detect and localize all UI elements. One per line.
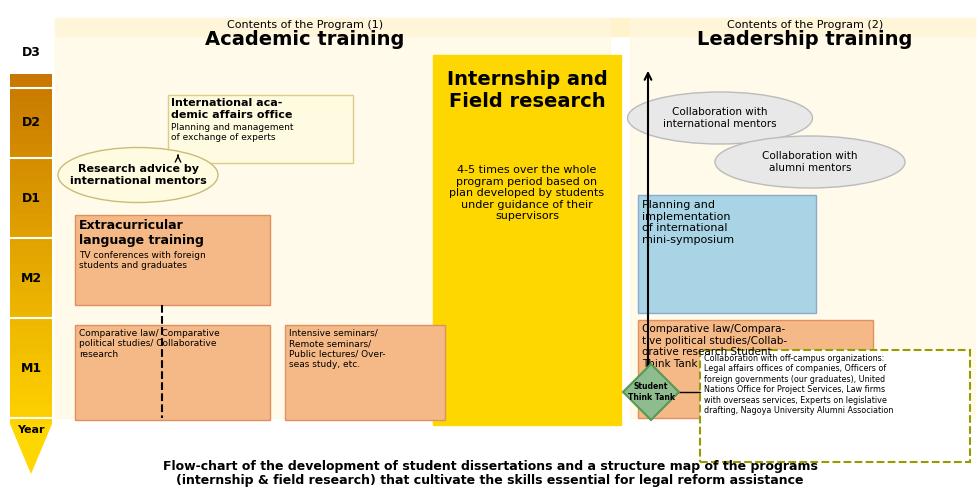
Bar	[10, 193, 52, 200]
Bar	[10, 221, 52, 228]
Bar	[10, 95, 52, 102]
Bar	[10, 353, 52, 361]
Text: Research advice by
international mentors: Research advice by international mentors	[70, 164, 207, 186]
Bar	[10, 178, 52, 186]
Text: Intensive seminars/
Remote seminars/
Public lectures/ Over-
seas study, etc.: Intensive seminars/ Remote seminars/ Pub…	[289, 329, 385, 369]
Bar	[10, 137, 52, 144]
FancyBboxPatch shape	[75, 215, 270, 305]
Bar	[10, 248, 52, 256]
Bar	[10, 164, 52, 172]
Bar	[10, 200, 52, 207]
Bar	[10, 241, 52, 249]
Bar	[10, 88, 52, 95]
FancyBboxPatch shape	[433, 55, 621, 425]
FancyBboxPatch shape	[638, 195, 816, 313]
Bar	[10, 130, 52, 137]
Bar	[10, 157, 52, 165]
Polygon shape	[623, 364, 679, 420]
Bar	[10, 151, 52, 158]
Bar	[10, 144, 52, 151]
Bar	[10, 256, 52, 263]
Text: International aca-
demic affairs office: International aca- demic affairs office	[171, 98, 292, 119]
FancyBboxPatch shape	[700, 350, 970, 462]
Bar	[10, 234, 52, 242]
Text: Flow-chart of the development of student dissertations and a structure map of th: Flow-chart of the development of student…	[163, 460, 817, 473]
Text: M2: M2	[21, 272, 41, 284]
Bar	[10, 367, 52, 375]
Text: Collaboration with
alumni mentors: Collaboration with alumni mentors	[762, 151, 858, 173]
Text: 4-5 times over the whole
program period based on
plan developed by students
unde: 4-5 times over the whole program period …	[450, 165, 605, 221]
Text: Academic training: Academic training	[206, 30, 405, 49]
FancyBboxPatch shape	[55, 18, 975, 36]
Bar	[10, 214, 52, 221]
Bar	[10, 81, 52, 88]
Text: M1: M1	[21, 361, 41, 374]
Bar	[10, 122, 52, 130]
Text: Collaboration with off-campus organizations:
Legal affairs offices of companies,: Collaboration with off-campus organizati…	[704, 354, 894, 415]
Bar	[10, 382, 52, 389]
Text: Extracurricular
language training: Extracurricular language training	[79, 219, 204, 247]
Bar	[10, 263, 52, 270]
Ellipse shape	[58, 148, 218, 203]
Bar	[10, 374, 52, 382]
Bar	[10, 101, 52, 109]
Bar	[10, 340, 52, 347]
Bar	[10, 360, 52, 368]
Bar	[10, 319, 52, 326]
Text: D3: D3	[22, 46, 40, 59]
Bar	[10, 297, 52, 305]
Bar	[10, 171, 52, 179]
Text: Contents of the Program (2): Contents of the Program (2)	[727, 20, 883, 30]
Bar	[10, 396, 52, 403]
Text: Planning and
implementation
of international
mini-symposium: Planning and implementation of internati…	[642, 200, 734, 245]
Text: Internship and
Field research: Internship and Field research	[447, 70, 608, 111]
Bar	[10, 74, 52, 81]
Bar	[10, 277, 52, 284]
FancyBboxPatch shape	[55, 18, 610, 418]
Text: (internship & field research) that cultivate the skills essential for legal refo: (internship & field research) that culti…	[176, 474, 804, 487]
Text: TV conferences with foreign
students and graduates: TV conferences with foreign students and…	[79, 251, 206, 271]
Bar	[10, 283, 52, 291]
Bar	[10, 311, 52, 319]
Bar	[10, 409, 52, 417]
Text: D1: D1	[22, 192, 40, 205]
Text: Comparative law/Compara-
tive political studies/Collab-
orative research Student: Comparative law/Compara- tive political …	[642, 324, 787, 369]
Bar	[10, 347, 52, 354]
Bar	[10, 207, 52, 214]
Text: Student
Think Tank: Student Think Tank	[627, 383, 674, 402]
Ellipse shape	[627, 92, 812, 144]
Bar	[10, 227, 52, 235]
Text: Collaboration with
international mentors: Collaboration with international mentors	[663, 107, 777, 129]
Text: Planning and management
of exchange of experts: Planning and management of exchange of e…	[171, 123, 293, 143]
Text: Comparative law/ Comparative
political studies/ Collaborative
research: Comparative law/ Comparative political s…	[79, 329, 220, 359]
Polygon shape	[10, 424, 52, 474]
Bar	[10, 326, 52, 333]
Bar	[10, 333, 52, 340]
Text: Year: Year	[18, 425, 45, 435]
FancyBboxPatch shape	[630, 18, 975, 418]
Bar	[10, 403, 52, 410]
Bar	[10, 108, 52, 116]
Bar	[10, 304, 52, 312]
Bar	[10, 290, 52, 298]
Bar	[10, 389, 52, 396]
Bar	[10, 270, 52, 277]
Bar	[10, 115, 52, 123]
FancyBboxPatch shape	[75, 325, 270, 420]
Ellipse shape	[715, 136, 905, 188]
Text: Contents of the Program (1): Contents of the Program (1)	[227, 20, 383, 30]
FancyBboxPatch shape	[285, 325, 445, 420]
Bar	[10, 416, 52, 424]
FancyBboxPatch shape	[168, 95, 353, 163]
FancyBboxPatch shape	[638, 320, 873, 418]
Text: D2: D2	[22, 116, 40, 130]
Bar	[10, 185, 52, 193]
Text: Leadership training: Leadership training	[698, 30, 912, 49]
